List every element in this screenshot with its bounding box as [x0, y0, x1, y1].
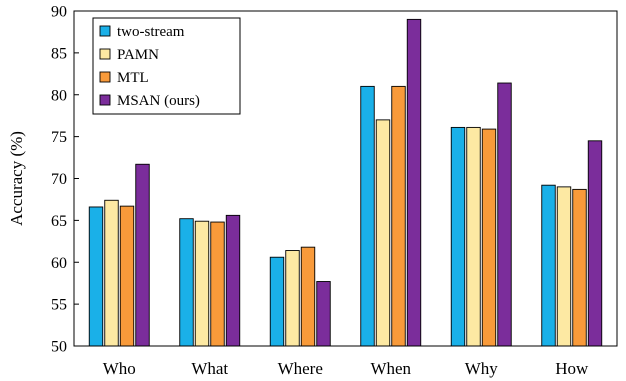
x-category-label: Why — [465, 359, 499, 378]
bar-how-1 — [556, 186, 572, 347]
bar-who-0 — [88, 206, 104, 347]
bar-how-0 — [541, 184, 556, 347]
bar-why-1 — [466, 126, 481, 347]
legend-label: two-stream — [117, 24, 185, 40]
y-tick-label: 70 — [51, 171, 67, 188]
bar-what-1 — [194, 220, 210, 347]
x-axis: Who What Where When Why How — [103, 359, 589, 378]
bar-how-3 — [587, 140, 603, 347]
bar-when-0 — [360, 85, 375, 347]
bar-when-2 — [391, 85, 406, 347]
bar-what-0 — [179, 218, 194, 347]
legend-label: PAMN — [117, 47, 159, 63]
legend-swatch — [99, 48, 111, 60]
legend-swatch — [99, 71, 111, 83]
legend-label: MSAN (ours) — [117, 93, 200, 109]
y-tick-label: 65 — [51, 213, 67, 230]
bar-why-0 — [450, 126, 466, 347]
y-tick-label: 75 — [51, 129, 67, 146]
legend-label: MTL — [117, 70, 149, 86]
x-category-label: Where — [278, 359, 323, 378]
y-tick-label: 85 — [51, 45, 67, 62]
y-axis-title: Accuracy (%) — [7, 131, 26, 226]
bar-who-2 — [119, 205, 135, 347]
bar-why-2 — [481, 128, 497, 347]
plot-frame — [73, 10, 618, 347]
bar-where-3 — [316, 281, 331, 347]
x-category-label: How — [555, 359, 589, 378]
legend-swatch — [99, 25, 111, 37]
legend-box — [92, 17, 241, 115]
bar-who-1 — [104, 199, 119, 347]
bar-what-2 — [210, 221, 225, 347]
y-tick-label: 90 — [51, 4, 67, 21]
y-tick-label: 60 — [51, 255, 67, 272]
bar-where-0 — [269, 256, 285, 347]
bar-why-3 — [497, 82, 512, 347]
x-category-label: Who — [103, 359, 136, 378]
bar-when-1 — [375, 119, 391, 347]
bar-how-2 — [572, 188, 587, 347]
bar-where-2 — [300, 246, 316, 347]
y-axis: 50 55 60 65 70 75 80 85 90 — [51, 4, 79, 356]
bar-who-3 — [135, 163, 150, 347]
bars-group — [88, 18, 603, 347]
y-tick-label: 80 — [51, 87, 67, 104]
bar-what-3 — [225, 214, 241, 347]
x-category-label: When — [370, 359, 411, 378]
legend-swatch — [99, 94, 111, 106]
bar-where-1 — [285, 250, 300, 347]
y-tick-label: 55 — [51, 297, 67, 314]
y-tick-label: 50 — [51, 339, 67, 356]
bar-when-3 — [406, 18, 422, 347]
x-category-label: What — [191, 359, 228, 378]
legend: two-stream PAMN MTL MSAN (ours) — [92, 17, 241, 115]
